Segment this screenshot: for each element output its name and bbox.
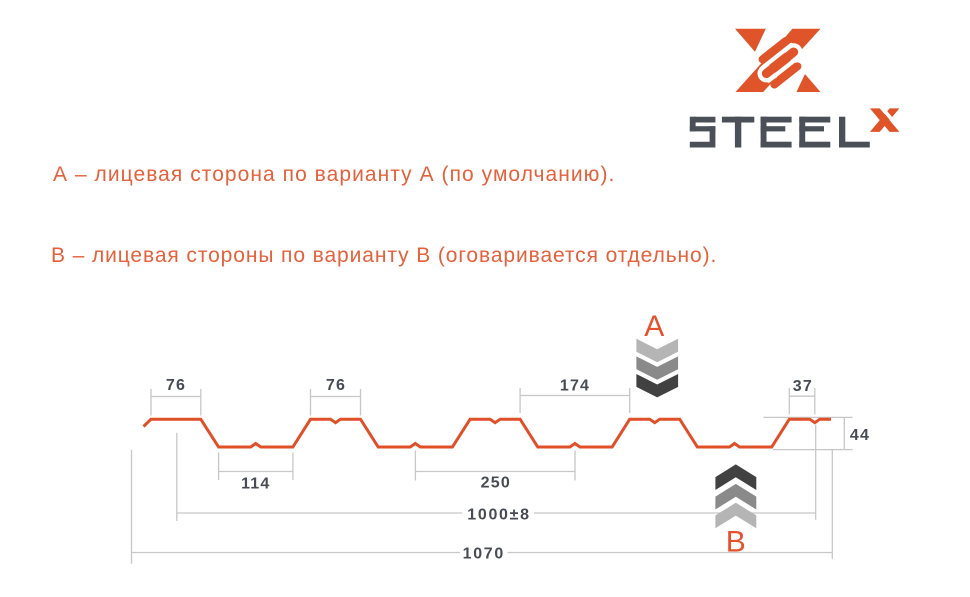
- svg-text:37: 37: [793, 378, 813, 395]
- svg-text:76: 76: [326, 377, 346, 394]
- svg-text:174: 174: [560, 378, 590, 395]
- svg-text:В: В: [726, 526, 746, 559]
- svg-text:1070: 1070: [463, 546, 505, 563]
- svg-text:114: 114: [241, 475, 270, 492]
- svg-text:1000±8: 1000±8: [467, 507, 530, 524]
- svg-text:250: 250: [481, 474, 511, 491]
- svg-text:А: А: [644, 310, 664, 343]
- svg-text:44: 44: [850, 427, 870, 444]
- svg-text:76: 76: [166, 377, 186, 394]
